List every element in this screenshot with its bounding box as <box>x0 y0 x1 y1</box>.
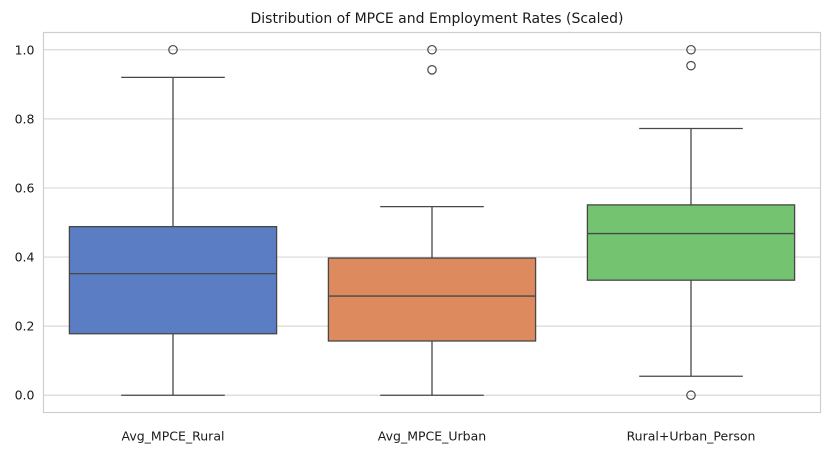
y-tick-label: 1.0 <box>15 42 35 57</box>
x-tick-label: Avg_MPCE_Rural <box>122 429 225 444</box>
chart-title: Distribution of MPCE and Employment Rate… <box>251 11 624 27</box>
y-tick-label: 0.2 <box>15 319 35 334</box>
plot-frame <box>42 31 822 414</box>
outlier-point <box>686 390 696 401</box>
y-tick-label: 0.8 <box>15 111 35 126</box>
outlier-point <box>686 44 696 55</box>
iqr-box <box>586 204 796 281</box>
x-axis-ticks: Avg_MPCE_Rural Avg_MPCE_Urban Rural+Urban_… <box>122 429 756 444</box>
box-plot-boxes <box>68 44 796 401</box>
y-tick-label: 0.4 <box>15 250 35 265</box>
outlier-point <box>427 44 437 55</box>
outlier-point <box>427 65 437 75</box>
y-tick-label: 0.0 <box>15 388 35 403</box>
iqr-box <box>68 225 278 335</box>
box-group <box>327 44 537 396</box>
x-tick-label: Rural+Urban_Person <box>627 429 756 444</box>
box-group <box>586 44 796 401</box>
outlier-point <box>686 60 696 71</box>
outlier-point <box>168 44 178 55</box>
y-axis-ticks: 0.0 0.2 0.4 0.6 0.8 1.0 <box>15 42 35 402</box>
x-tick-label: Avg_MPCE_Urban <box>378 429 486 444</box>
iqr-box <box>327 257 537 342</box>
y-tick-label: 0.6 <box>15 180 35 195</box>
box-group <box>68 44 278 396</box>
